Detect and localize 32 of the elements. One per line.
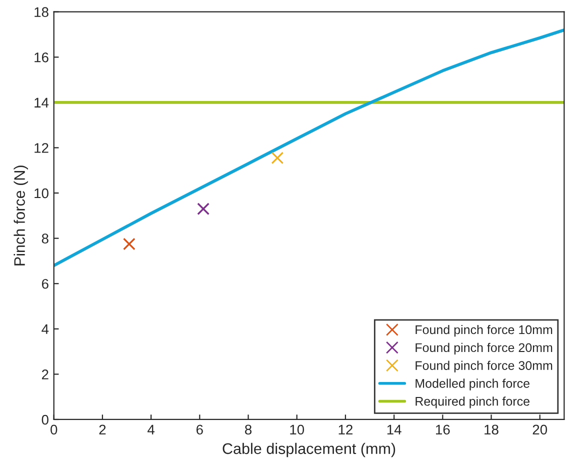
legend-label: Found pinch force 30mm	[416, 360, 552, 372]
x-tick-label: 2	[99, 424, 106, 434]
x-tick-label: 20	[532, 424, 548, 435]
point	[122, 238, 136, 250]
legend-label: Modelled pinch force	[416, 378, 530, 390]
x-tick-label: 4	[148, 424, 155, 434]
y-axis-title: Pinch force (N)	[14, 166, 28, 266]
x-tick-label: 14	[387, 424, 402, 434]
x-tick-label: 8	[245, 424, 252, 435]
legend-label: Found pinch force 10mm	[416, 324, 552, 337]
x-tick-label: 12	[338, 424, 352, 434]
x-axis-title: Cable displacement (mm)	[222, 442, 396, 458]
point	[197, 202, 210, 216]
legend-label: Required pinch force	[416, 396, 530, 408]
y-tick-label: 4	[42, 324, 49, 334]
x-tick-label: 18	[484, 424, 498, 435]
line-series	[54, 28, 564, 268]
legend-label: Found pinch force 20mm	[416, 342, 552, 355]
x-tick-label: 10	[290, 424, 304, 435]
y-tick-label: 0	[42, 414, 48, 425]
y-tick-label: 16	[34, 52, 48, 62]
point	[271, 152, 284, 164]
y-tick-label: 8	[42, 234, 48, 244]
y-tick-label: 10	[34, 188, 48, 198]
y-tick-label: 12	[34, 143, 48, 153]
x-tick-label: 6	[196, 424, 203, 435]
y-tick-label: 18	[34, 7, 48, 18]
x-tick-label: 0	[50, 424, 58, 435]
y-tick-label: 2	[42, 370, 48, 380]
x-tick-label: 16	[436, 424, 450, 435]
y-tick-label: 14	[34, 98, 49, 108]
y-tick-label: 6	[42, 278, 48, 289]
